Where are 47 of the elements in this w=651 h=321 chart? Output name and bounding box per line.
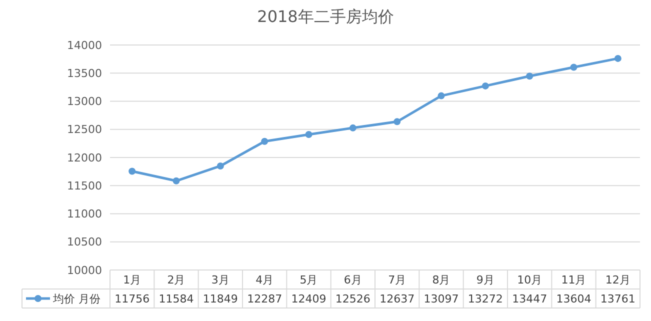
point [394, 118, 401, 126]
data-label: 13604 [556, 292, 592, 306]
y-tick-label: 11000 [67, 208, 102, 221]
point [216, 162, 224, 170]
point [128, 168, 136, 175]
data-label: 12526 [335, 292, 370, 306]
data-label: 13761 [600, 292, 636, 306]
legend-label: 均价 月份 [52, 292, 100, 306]
data-label: 11756 [114, 292, 150, 306]
data-label: 12409 [291, 292, 326, 306]
y-tick-label: 13000 [67, 95, 102, 108]
point [305, 130, 312, 138]
data-label: 11584 [158, 292, 194, 306]
x-tick-label: 6月 [344, 273, 362, 286]
point [570, 64, 578, 71]
y-tick-label: 13500 [67, 66, 102, 80]
data-label: 12637 [380, 292, 415, 306]
x-tick-label: 1月 [123, 273, 142, 286]
x-tick-label: 7月 [388, 273, 406, 286]
x-tick-label: 11月 [561, 273, 586, 286]
y-tick-label: 12500 [67, 123, 102, 136]
point [172, 177, 180, 184]
y-tick-label: 10000 [67, 264, 102, 277]
data-label: 12287 [247, 292, 282, 306]
y-tick-label: 14000 [67, 38, 102, 52]
point [438, 92, 445, 100]
data-label: 13097 [424, 292, 459, 306]
chart-title: 2018年二手房均价 [257, 7, 394, 26]
x-tick-label: 4月 [256, 273, 274, 286]
point [261, 138, 268, 145]
x-tick-label: 10月 [517, 273, 542, 286]
data-label: 11849 [202, 292, 238, 306]
x-tick-label: 9月 [476, 273, 494, 286]
y-tick-label: 10500 [67, 236, 102, 249]
y-tick-label: 12000 [67, 151, 102, 164]
point [614, 54, 622, 62]
data-label: 13272 [468, 292, 503, 306]
point [349, 124, 356, 132]
data-label: 13447 [512, 292, 548, 306]
x-tick-label: 3月 [211, 273, 230, 286]
y-tick-label: 11500 [67, 179, 102, 192]
x-tick-label: 12月 [605, 273, 630, 286]
point [482, 82, 489, 90]
x-tick-label: 8月 [432, 273, 450, 286]
point [526, 72, 534, 80]
x-tick-label: 2月 [167, 273, 186, 286]
x-tick-label: 5月 [300, 273, 318, 286]
